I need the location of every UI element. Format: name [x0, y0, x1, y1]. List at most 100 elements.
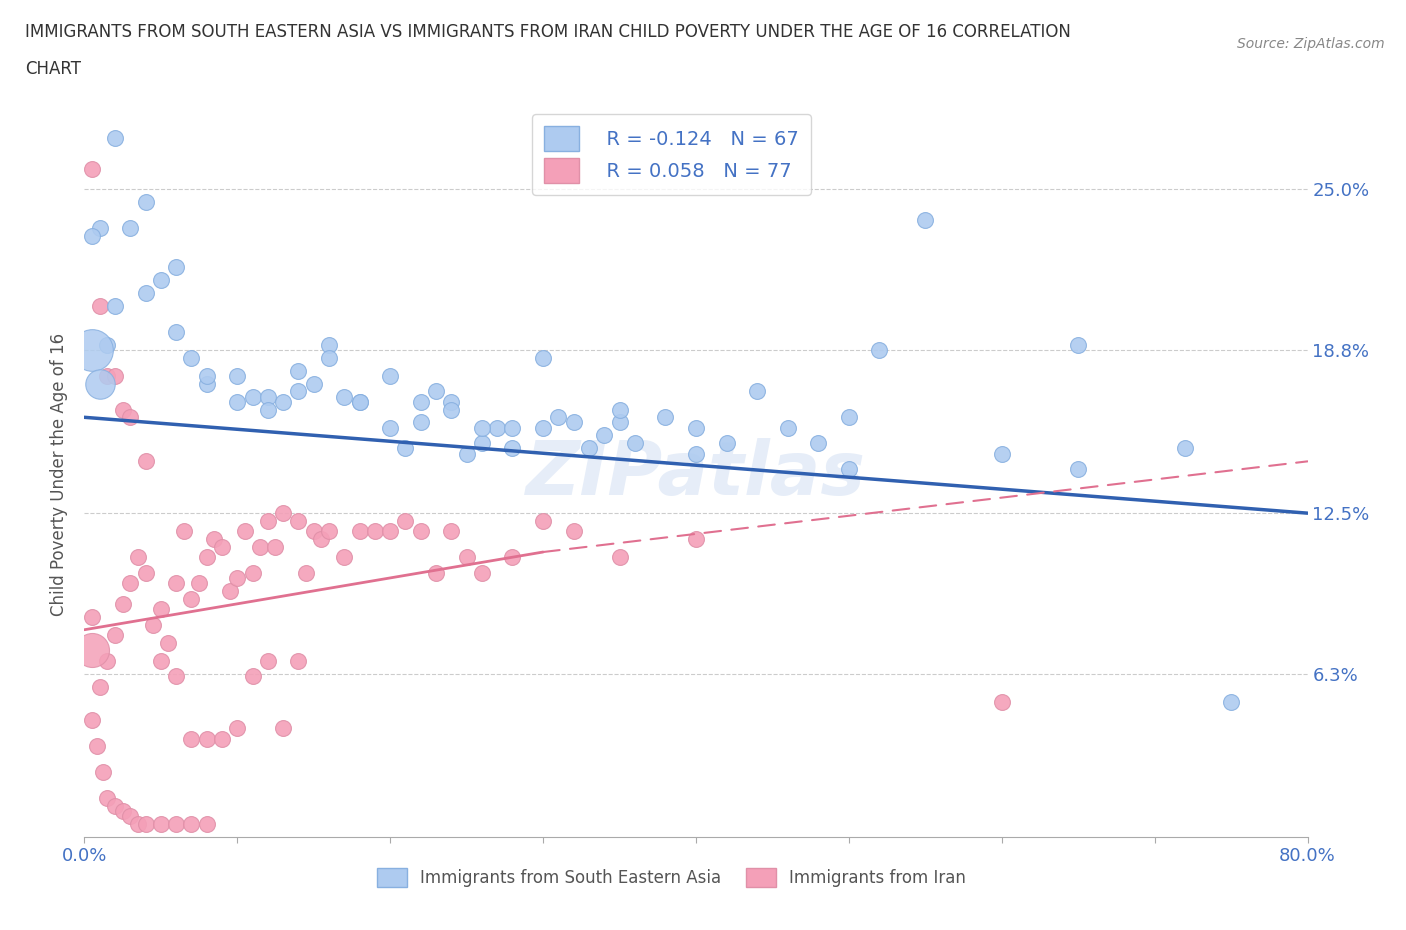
Point: [80, 643, 103, 658]
Point: [394, 513, 416, 528]
Point: [609, 550, 631, 565]
Point: [502, 441, 524, 456]
Point: [349, 394, 371, 409]
Point: [104, 299, 127, 313]
Point: [562, 524, 585, 538]
Point: [226, 368, 249, 383]
Point: [226, 394, 249, 409]
Point: [120, 220, 142, 235]
Point: [157, 635, 180, 650]
Point: [135, 286, 157, 300]
Point: [1067, 461, 1090, 476]
Point: [1220, 695, 1243, 710]
Point: [180, 591, 202, 606]
Point: [96, 790, 118, 805]
Point: [165, 325, 187, 339]
Point: [333, 550, 356, 565]
Point: [165, 576, 187, 591]
Point: [257, 402, 280, 417]
Point: [547, 410, 569, 425]
Point: [104, 130, 127, 145]
Point: [120, 410, 142, 425]
Point: [471, 420, 494, 435]
Legend: Immigrants from South Eastern Asia, Immigrants from Iran: Immigrants from South Eastern Asia, Immi…: [370, 861, 973, 894]
Point: [242, 565, 264, 580]
Point: [142, 618, 165, 632]
Point: [135, 817, 157, 831]
Point: [91, 764, 114, 779]
Point: [173, 524, 195, 538]
Point: [287, 384, 309, 399]
Point: [226, 721, 249, 736]
Point: [233, 524, 256, 538]
Point: [111, 402, 134, 417]
Point: [104, 368, 127, 383]
Point: [149, 654, 172, 669]
Point: [578, 441, 600, 456]
Point: [302, 377, 325, 392]
Point: [302, 524, 325, 538]
Point: [211, 539, 233, 554]
Point: [195, 368, 218, 383]
Point: [716, 436, 738, 451]
Point: [257, 389, 280, 404]
Point: [914, 213, 936, 228]
Point: [242, 389, 264, 404]
Point: [195, 550, 218, 565]
Point: [685, 532, 707, 547]
Point: [96, 368, 118, 383]
Point: [409, 415, 432, 430]
Point: [211, 731, 233, 746]
Point: [838, 410, 860, 425]
Point: [295, 565, 318, 580]
Y-axis label: Child Poverty Under the Age of 16: Child Poverty Under the Age of 16: [51, 333, 69, 616]
Point: [318, 524, 340, 538]
Point: [409, 524, 432, 538]
Point: [180, 351, 202, 365]
Point: [349, 394, 371, 409]
Point: [127, 817, 149, 831]
Point: [776, 420, 799, 435]
Point: [96, 338, 118, 352]
Text: CHART: CHART: [25, 60, 82, 78]
Point: [409, 394, 432, 409]
Point: [747, 384, 769, 399]
Point: [271, 721, 294, 736]
Point: [318, 351, 340, 365]
Point: [242, 669, 264, 684]
Point: [96, 654, 118, 669]
Point: [180, 817, 202, 831]
Point: [609, 415, 631, 430]
Point: [104, 799, 127, 814]
Point: [89, 220, 111, 235]
Point: [654, 410, 676, 425]
Point: [249, 539, 271, 554]
Point: [80, 161, 103, 176]
Point: [425, 565, 447, 580]
Point: [104, 628, 127, 643]
Point: [456, 446, 478, 461]
Point: [120, 809, 142, 824]
Point: [226, 570, 249, 585]
Point: [287, 513, 309, 528]
Point: [685, 446, 707, 461]
Point: [80, 342, 103, 357]
Point: [333, 389, 356, 404]
Point: [218, 583, 240, 598]
Point: [991, 446, 1014, 461]
Text: IMMIGRANTS FROM SOUTH EASTERN ASIA VS IMMIGRANTS FROM IRAN CHILD POVERTY UNDER T: IMMIGRANTS FROM SOUTH EASTERN ASIA VS IM…: [25, 23, 1071, 41]
Point: [311, 532, 333, 547]
Point: [165, 669, 187, 684]
Point: [807, 436, 830, 451]
Point: [531, 420, 554, 435]
Point: [180, 731, 202, 746]
Point: [869, 342, 891, 357]
Point: [1067, 338, 1090, 352]
Point: [471, 436, 494, 451]
Point: [287, 654, 309, 669]
Point: [440, 402, 463, 417]
Point: [165, 817, 187, 831]
Point: [264, 539, 287, 554]
Point: [86, 738, 108, 753]
Point: [135, 195, 157, 210]
